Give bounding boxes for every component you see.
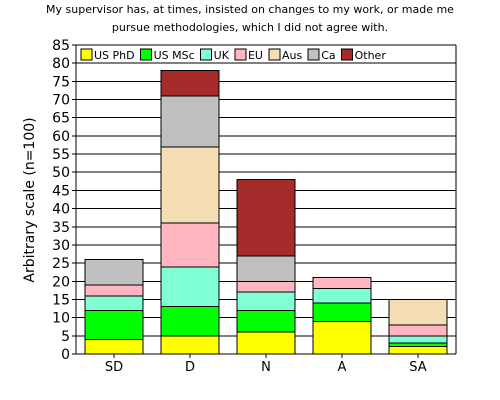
bar-segment (84, 258, 144, 286)
y-axis-label: Arbitrary scale (n=100) (22, 117, 38, 282)
y-tick-label: 10 (52, 311, 70, 327)
bar-segment (236, 255, 296, 282)
bar-segment (312, 302, 372, 322)
bar-segment (160, 146, 220, 224)
legend-swatch (200, 48, 213, 61)
legend-label: Ca (321, 49, 335, 62)
bar-segment (84, 284, 144, 297)
chart-title-line-2: pursue methodologies, which I did not ag… (111, 21, 389, 34)
bar-segment (388, 298, 448, 326)
bar-segment (160, 266, 220, 308)
bar-segment (160, 335, 220, 355)
legend-swatch (234, 48, 247, 61)
y-tick-label: 45 (52, 183, 70, 199)
legend-label: US PhD (94, 49, 135, 62)
y-tick-label: 55 (52, 147, 70, 163)
y-tick-label: 65 (52, 111, 70, 127)
bar-segment (388, 342, 448, 348)
legend-swatch (307, 48, 320, 61)
legend-label: Other (355, 49, 387, 62)
legend-label: Aus (282, 49, 302, 62)
y-tick-label: 40 (52, 202, 70, 218)
bar-segment (388, 324, 448, 337)
bar-segment (388, 335, 448, 344)
bar-segment (236, 179, 296, 257)
bar-segment (236, 280, 296, 293)
bar-segment (160, 95, 220, 148)
legend-label: UK (214, 49, 230, 62)
legend-swatch (341, 48, 354, 61)
legend-label: EU (248, 49, 263, 62)
x-tick-label: N (261, 360, 271, 375)
x-tick-label: A (338, 360, 347, 375)
y-tick-label: 50 (52, 165, 70, 181)
x-tick-label: SA (409, 360, 426, 375)
bar-segment (84, 295, 144, 311)
bar-segment (236, 309, 296, 333)
y-tick-label: 85 (52, 38, 70, 54)
y-tick-label: 75 (52, 74, 70, 90)
x-tick-label: D (185, 360, 195, 375)
bar-segment (160, 69, 220, 97)
bar-segment (160, 222, 220, 268)
bar-segment (84, 309, 144, 340)
y-tick-label: 15 (52, 292, 70, 308)
y-tick-label: 60 (52, 129, 70, 145)
chart-title-line-1: My supervisor has, at times, insisted on… (46, 3, 454, 16)
y-tick-label: 5 (61, 329, 70, 345)
y-tick-label: 30 (52, 238, 70, 254)
bar-segment (160, 306, 220, 337)
bar-segment (236, 291, 296, 311)
x-tick-label: SD (105, 360, 123, 375)
y-tick-label: 20 (52, 274, 70, 290)
axes: 0 5 10 15 20 25 30 35 40 45 50 55 60 65 70 75 80 85 SD D N A S… (52, 38, 457, 375)
bar-segment (312, 320, 372, 355)
legend-swatch (140, 48, 153, 61)
y-tick-label: 70 (52, 93, 70, 109)
legend: US PhD US MSc UK EU Aus Ca Other (80, 48, 387, 62)
y-tick-label: 80 (52, 56, 70, 72)
bar-segment (312, 288, 372, 304)
bar-segment (312, 277, 372, 290)
legend-swatch (80, 48, 93, 61)
y-tick-label: 35 (52, 220, 70, 236)
bar-segment (84, 338, 144, 355)
bar-segment (388, 346, 448, 355)
y-tick-label: 25 (52, 256, 70, 272)
legend-swatch (268, 48, 281, 61)
y-tick-label: 0 (61, 347, 70, 363)
bar-stacks (84, 69, 448, 355)
bar-segment (236, 331, 296, 355)
legend-label: US MSc (154, 49, 195, 62)
